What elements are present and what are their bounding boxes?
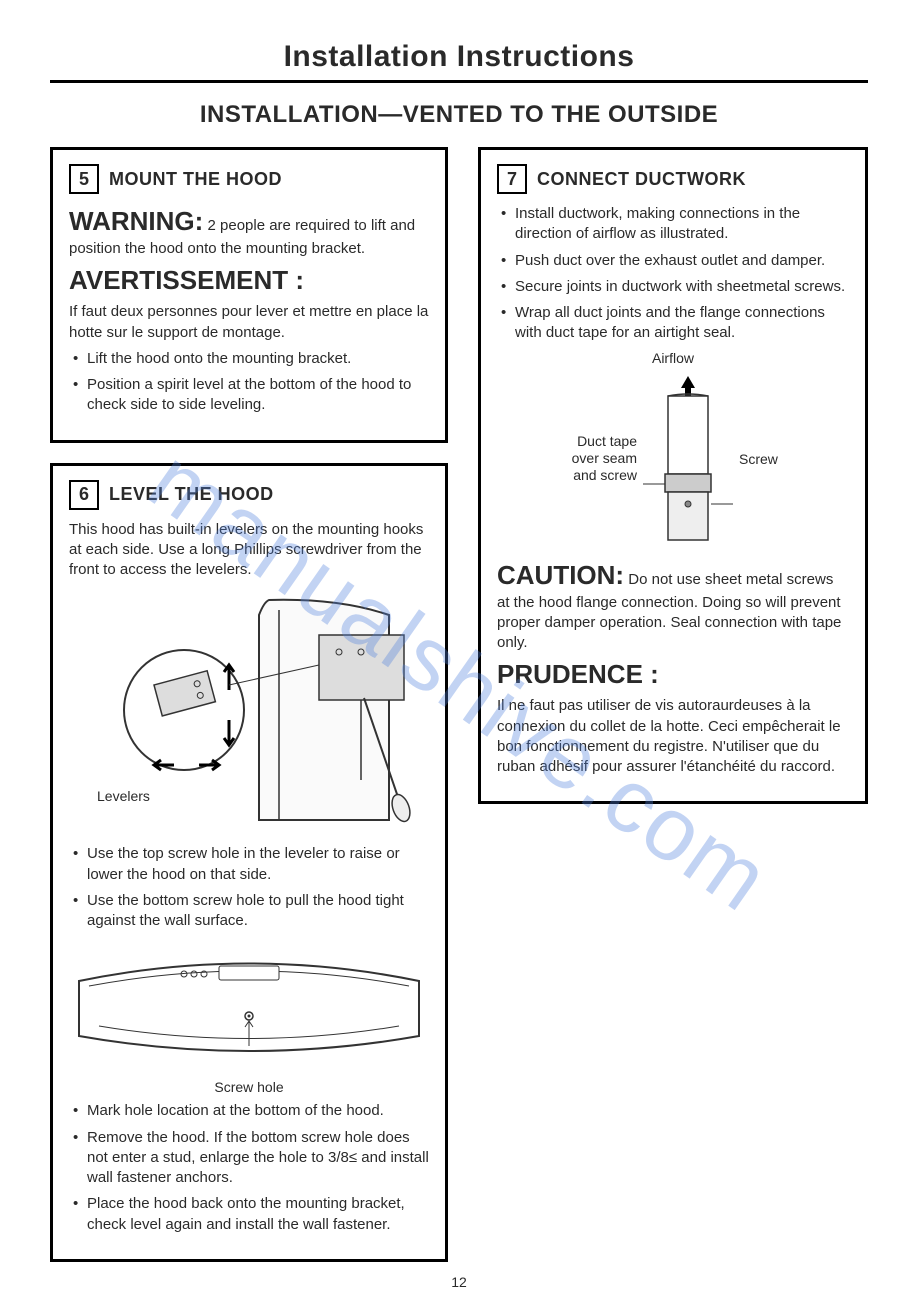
step6-number: 6 [69,480,99,510]
list-item: Lift the hood onto the mounting bracket. [73,349,429,369]
title-rule [50,80,868,83]
step7-number: 7 [497,164,527,194]
duct-tape-label: Duct tape over seam and screw [547,433,637,483]
step5-number: 5 [69,164,99,194]
step7-panel: 7 CONNECT DUCTWORK Install ductwork, mak… [478,147,868,804]
caution-label: CAUTION: [497,560,624,590]
step5-bullets: Lift the hood onto the mounting bracket.… [69,349,429,416]
page-title: Installation Instructions [50,40,868,80]
list-item: Install ductwork, making connections in … [501,204,849,245]
page-number: 12 [50,1274,868,1290]
airflow-label: Airflow [497,350,849,366]
duct-figure-wrap: Duct tape over seam and screw [497,374,849,544]
step5-warning: WARNING: 2 people are required to lift a… [69,204,429,259]
step7-figure-duct [643,374,733,544]
list-item: Position a spirit level at the bottom of… [73,375,429,416]
step7-title: CONNECT DUCTWORK [537,169,746,190]
list-item: Mark hole location at the bottom of the … [73,1101,429,1121]
step5-head: 5 MOUNT THE HOOD [69,164,429,194]
step6-bullets2: Mark hole location at the bottom of the … [69,1101,429,1235]
list-item: Secure joints in ductwork with sheetmeta… [501,277,849,297]
step6-figure-bottom [69,941,429,1071]
screw-label: Screw [739,451,799,467]
step6-title: LEVEL THE HOOD [109,484,274,505]
step6-bullets1: Use the top screw hole in the leveler to… [69,844,429,931]
step5-panel: 5 MOUNT THE HOOD WARNING: 2 people are r… [50,147,448,443]
list-item: Place the hood back onto the mounting br… [73,1194,429,1235]
step6-head: 6 LEVEL THE HOOD [69,480,429,510]
prudence-text: Il ne faut pas utiliser de vis autoraurd… [497,696,849,777]
list-item: Wrap all duct joints and the flange conn… [501,303,849,344]
avert-label: AVERTISSEMENT : [69,265,304,295]
list-item: Use the top screw hole in the leveler to… [73,844,429,885]
step7-bullets: Install ductwork, making connections in … [497,204,849,344]
step7-caution: CAUTION: Do not use sheet metal screws a… [497,558,849,654]
step5-title: MOUNT THE HOOD [109,169,282,190]
step7-head: 7 CONNECT DUCTWORK [497,164,849,194]
content-columns: 5 MOUNT THE HOOD WARNING: 2 people are r… [50,147,868,1262]
step6-intro: This hood has built-in levelers on the m… [69,520,429,581]
screw-hole-label: Screw hole [69,1079,429,1095]
list-item: Push duct over the exhaust outlet and da… [501,251,849,271]
section-title: INSTALLATION—VENTED TO THE OUTSIDE [50,101,868,129]
left-column: 5 MOUNT THE HOOD WARNING: 2 people are r… [50,147,448,1262]
list-item: Use the bottom screw hole to pull the ho… [73,891,429,932]
right-column: 7 CONNECT DUCTWORK Install ductwork, mak… [478,147,868,804]
prudence-label: PRUDENCE : [497,659,659,689]
list-item: Remove the hood. If the bottom screw hol… [73,1128,429,1189]
warning-label: WARNING: [69,206,203,236]
avert-text: If faut deux personnes pour lever et met… [69,302,429,343]
step6-panel: 6 LEVEL THE HOOD This hood has built-in … [50,463,448,1262]
